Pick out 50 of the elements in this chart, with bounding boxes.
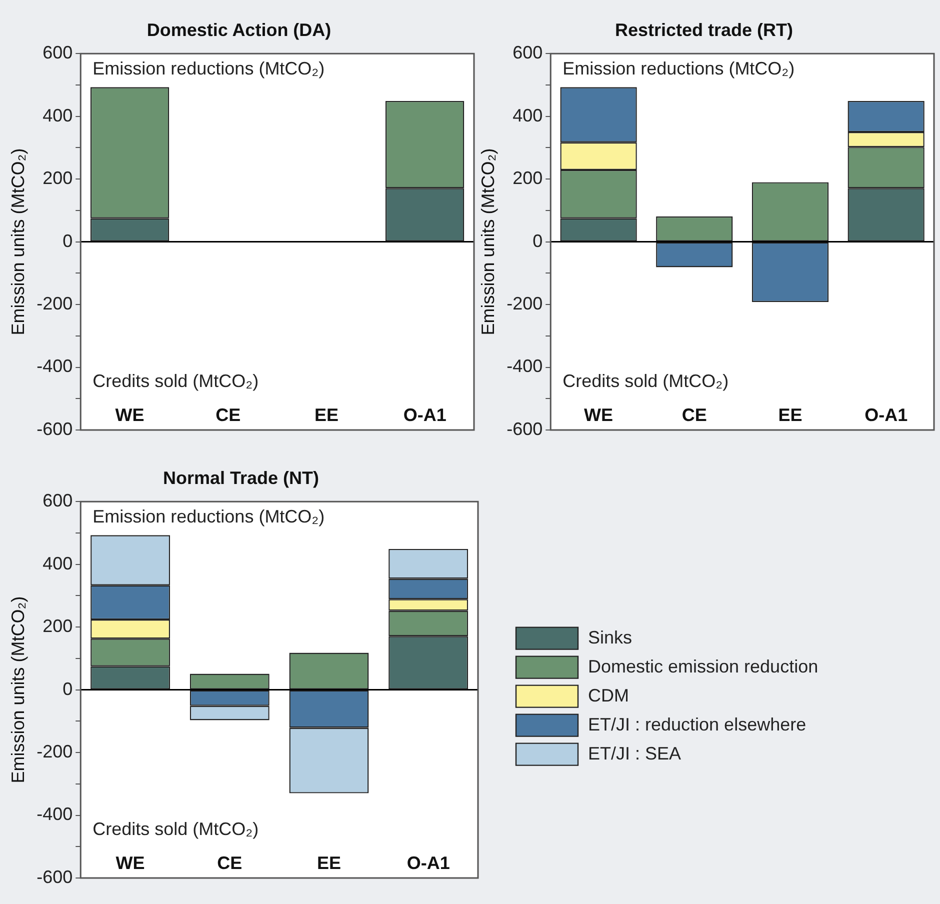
annotation: Credits sold (MtCO₂) bbox=[92, 370, 259, 391]
x-tick-label: WE bbox=[115, 404, 144, 425]
y-tick-label: 200 bbox=[42, 616, 73, 636]
y-tick-label: 0 bbox=[62, 678, 73, 699]
legend-label: ET/JI : SEA bbox=[588, 743, 682, 764]
y-tick-label: -200 bbox=[36, 742, 73, 762]
x-tick-label: EE bbox=[316, 852, 341, 873]
annotation: Emission reductions (MtCO₂) bbox=[92, 58, 325, 79]
y-tick-label: -600 bbox=[36, 866, 73, 887]
y-axis-title: Emission units (MtCO₂) bbox=[478, 148, 498, 336]
y-tick-label: -600 bbox=[36, 418, 73, 439]
y-axis-title: Emission units (MtCO₂) bbox=[8, 148, 28, 336]
y-tick-label: 600 bbox=[42, 42, 73, 63]
legend-label: CDM bbox=[588, 685, 629, 706]
y-tick-label: 400 bbox=[42, 553, 73, 574]
x-tick-label: CE bbox=[682, 404, 707, 425]
legend-label: Sinks bbox=[588, 627, 632, 648]
x-tick-label: O-A1 bbox=[403, 404, 446, 425]
y-tick-label: 200 bbox=[512, 168, 543, 188]
y-tick-label: -400 bbox=[506, 356, 543, 376]
y-tick-label: -600 bbox=[506, 418, 543, 439]
chart-title: Restricted trade (RT) bbox=[614, 20, 794, 40]
x-tick-label: EE bbox=[778, 404, 802, 425]
y-tick-label: 0 bbox=[62, 230, 73, 251]
y-tick-label: -400 bbox=[36, 356, 73, 376]
y-tick-label: 600 bbox=[512, 42, 543, 63]
y-tick-label: -200 bbox=[36, 294, 73, 314]
annotation: Emission reductions (MtCO₂) bbox=[562, 58, 795, 79]
y-tick-label: -400 bbox=[36, 804, 73, 824]
annotation: Credits sold (MtCO₂) bbox=[562, 370, 729, 391]
chart-title: Domestic Action (DA) bbox=[146, 20, 332, 40]
x-tick-label: O-A1 bbox=[864, 404, 908, 425]
y-tick-label: 400 bbox=[512, 105, 543, 126]
y-tick-label: 200 bbox=[42, 168, 73, 188]
legend-label: Domestic emission reduction bbox=[588, 656, 818, 676]
chart-title: Normal Trade (NT) bbox=[162, 468, 320, 488]
y-tick-label: 600 bbox=[42, 490, 73, 511]
x-tick-label: CE bbox=[216, 404, 241, 425]
annotation: Credits sold (MtCO₂) bbox=[92, 818, 259, 839]
x-tick-label: O-A1 bbox=[406, 852, 450, 873]
x-tick-label: WE bbox=[584, 404, 614, 425]
y-axis-title: Emission units (MtCO₂) bbox=[8, 596, 28, 784]
annotation: Emission reductions (MtCO₂) bbox=[92, 506, 325, 527]
y-tick-label: 400 bbox=[42, 105, 73, 126]
y-tick-label: 0 bbox=[532, 230, 543, 251]
x-tick-label: CE bbox=[217, 852, 242, 873]
y-tick-label: -200 bbox=[506, 294, 543, 314]
legend-label: ET/JI : reduction elsewhere bbox=[588, 714, 806, 734]
x-tick-label: EE bbox=[314, 404, 338, 425]
x-tick-label: WE bbox=[116, 852, 145, 873]
